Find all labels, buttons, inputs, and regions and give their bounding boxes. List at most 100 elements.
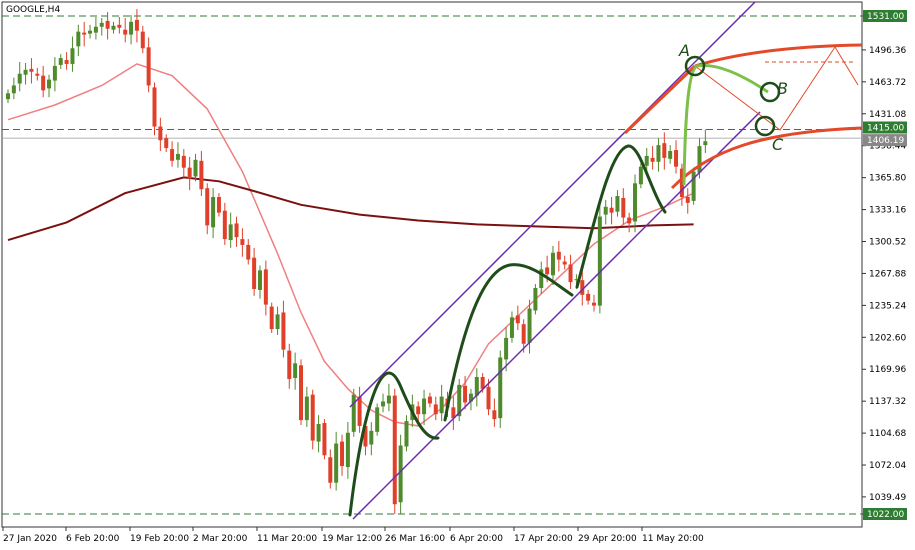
horizontal-levels — [2, 15, 862, 515]
point-a-marker — [684, 55, 706, 77]
x-tick-label: 29 Apr 20:00 — [578, 534, 637, 544]
y-tick-label: 1039.49 — [869, 493, 906, 503]
candle-body — [17, 73, 22, 84]
candle-body — [550, 252, 555, 276]
candle-body — [123, 29, 128, 35]
candle-body — [175, 153, 180, 160]
candle-body — [468, 393, 473, 402]
candle-body — [597, 216, 602, 306]
wave-path — [348, 371, 440, 517]
candle-body — [240, 239, 245, 245]
candle-body — [64, 60, 69, 64]
forecast-green-path — [682, 63, 769, 186]
candle-body — [527, 308, 532, 343]
y-tick-label: 1072.04 — [869, 461, 906, 471]
candle-body — [88, 30, 93, 34]
price-level-badge — [863, 10, 907, 22]
candle-body — [603, 206, 608, 215]
candle-body — [234, 223, 239, 238]
y-tick-label: 1022.00 — [867, 510, 904, 520]
candle-body — [304, 396, 309, 421]
moving-average-line — [7, 176, 694, 242]
wave-path — [443, 263, 574, 422]
x-tick-label: 26 Mar 16:00 — [385, 534, 445, 544]
candle-body — [351, 394, 356, 432]
candle-body — [287, 350, 292, 379]
candle-body — [205, 188, 210, 226]
candle-body — [691, 171, 696, 201]
analysis-drawings — [348, 1, 863, 520]
candle-body — [627, 217, 632, 224]
candle-body — [580, 280, 585, 295]
candle-body — [509, 317, 514, 338]
y-tick-label: 1333.16 — [869, 206, 906, 216]
candles — [6, 9, 708, 514]
candle-body — [375, 407, 380, 432]
candle-body — [609, 207, 614, 213]
point-c-marker — [754, 115, 776, 137]
candle-body — [76, 31, 81, 47]
candle-body — [129, 21, 134, 35]
y-tick-label: 1365.80 — [869, 174, 906, 184]
candle-body — [392, 395, 397, 505]
x-tick-label: 19 Mar 12:00 — [322, 534, 382, 544]
y-tick-label: 1531.00 — [867, 12, 904, 22]
candle-body — [650, 157, 655, 162]
candle-body — [369, 430, 374, 445]
y-tick-label: 1202.60 — [869, 333, 906, 343]
price-level-label: 1406.19 — [867, 136, 904, 146]
candle-body — [228, 224, 233, 241]
candle-body — [474, 377, 479, 396]
candle-body — [310, 394, 315, 441]
candle-body — [363, 425, 368, 447]
candle-body — [521, 324, 526, 344]
candle-body — [82, 32, 87, 35]
candle-body — [105, 20, 110, 29]
candle-body — [111, 25, 116, 30]
candle-body — [140, 31, 145, 49]
candle-body — [615, 196, 620, 212]
candle-body — [668, 151, 673, 159]
candle-body — [662, 143, 667, 158]
candle-body — [422, 398, 427, 415]
price-level-label: 1415.00 — [867, 123, 904, 133]
candle-body — [638, 166, 643, 185]
candle-body — [322, 423, 327, 456]
candle-body — [269, 306, 274, 330]
candle-body — [498, 357, 503, 419]
candle-body — [416, 406, 421, 415]
candle-body — [187, 167, 192, 179]
candle-body — [181, 155, 186, 168]
x-tick-label: 6 Feb 20:00 — [66, 534, 120, 544]
candle-body — [199, 160, 204, 190]
candle-body — [211, 197, 216, 228]
candle-body — [281, 312, 286, 350]
candle-body — [170, 149, 175, 161]
candle-body — [293, 363, 298, 379]
candle-body — [480, 377, 485, 389]
candle-body — [427, 396, 432, 404]
candle-body — [334, 443, 339, 483]
candle-body — [328, 457, 333, 483]
candle-body — [6, 93, 10, 100]
x-tick-label: 11 Mar 20:00 — [257, 534, 317, 544]
candle-body — [656, 145, 661, 162]
price-level-badge — [863, 121, 907, 134]
candle-body — [52, 65, 57, 81]
forecast-upper-line — [623, 64, 697, 135]
channel-lower-line — [352, 111, 761, 520]
price-level-badge — [863, 134, 907, 147]
candle-body — [11, 85, 16, 94]
candle-body — [697, 146, 702, 173]
y-tick-label: 1235.24 — [869, 301, 906, 311]
candle-body — [275, 314, 280, 330]
point-b-marker — [759, 81, 781, 103]
candle-body — [679, 168, 684, 198]
candle-body — [381, 401, 386, 407]
candle-body — [586, 293, 591, 301]
candle-body — [703, 141, 708, 146]
candle-body — [257, 270, 262, 290]
candle-body — [316, 423, 321, 442]
chart-title: GOOGLE,H4 — [6, 5, 60, 15]
